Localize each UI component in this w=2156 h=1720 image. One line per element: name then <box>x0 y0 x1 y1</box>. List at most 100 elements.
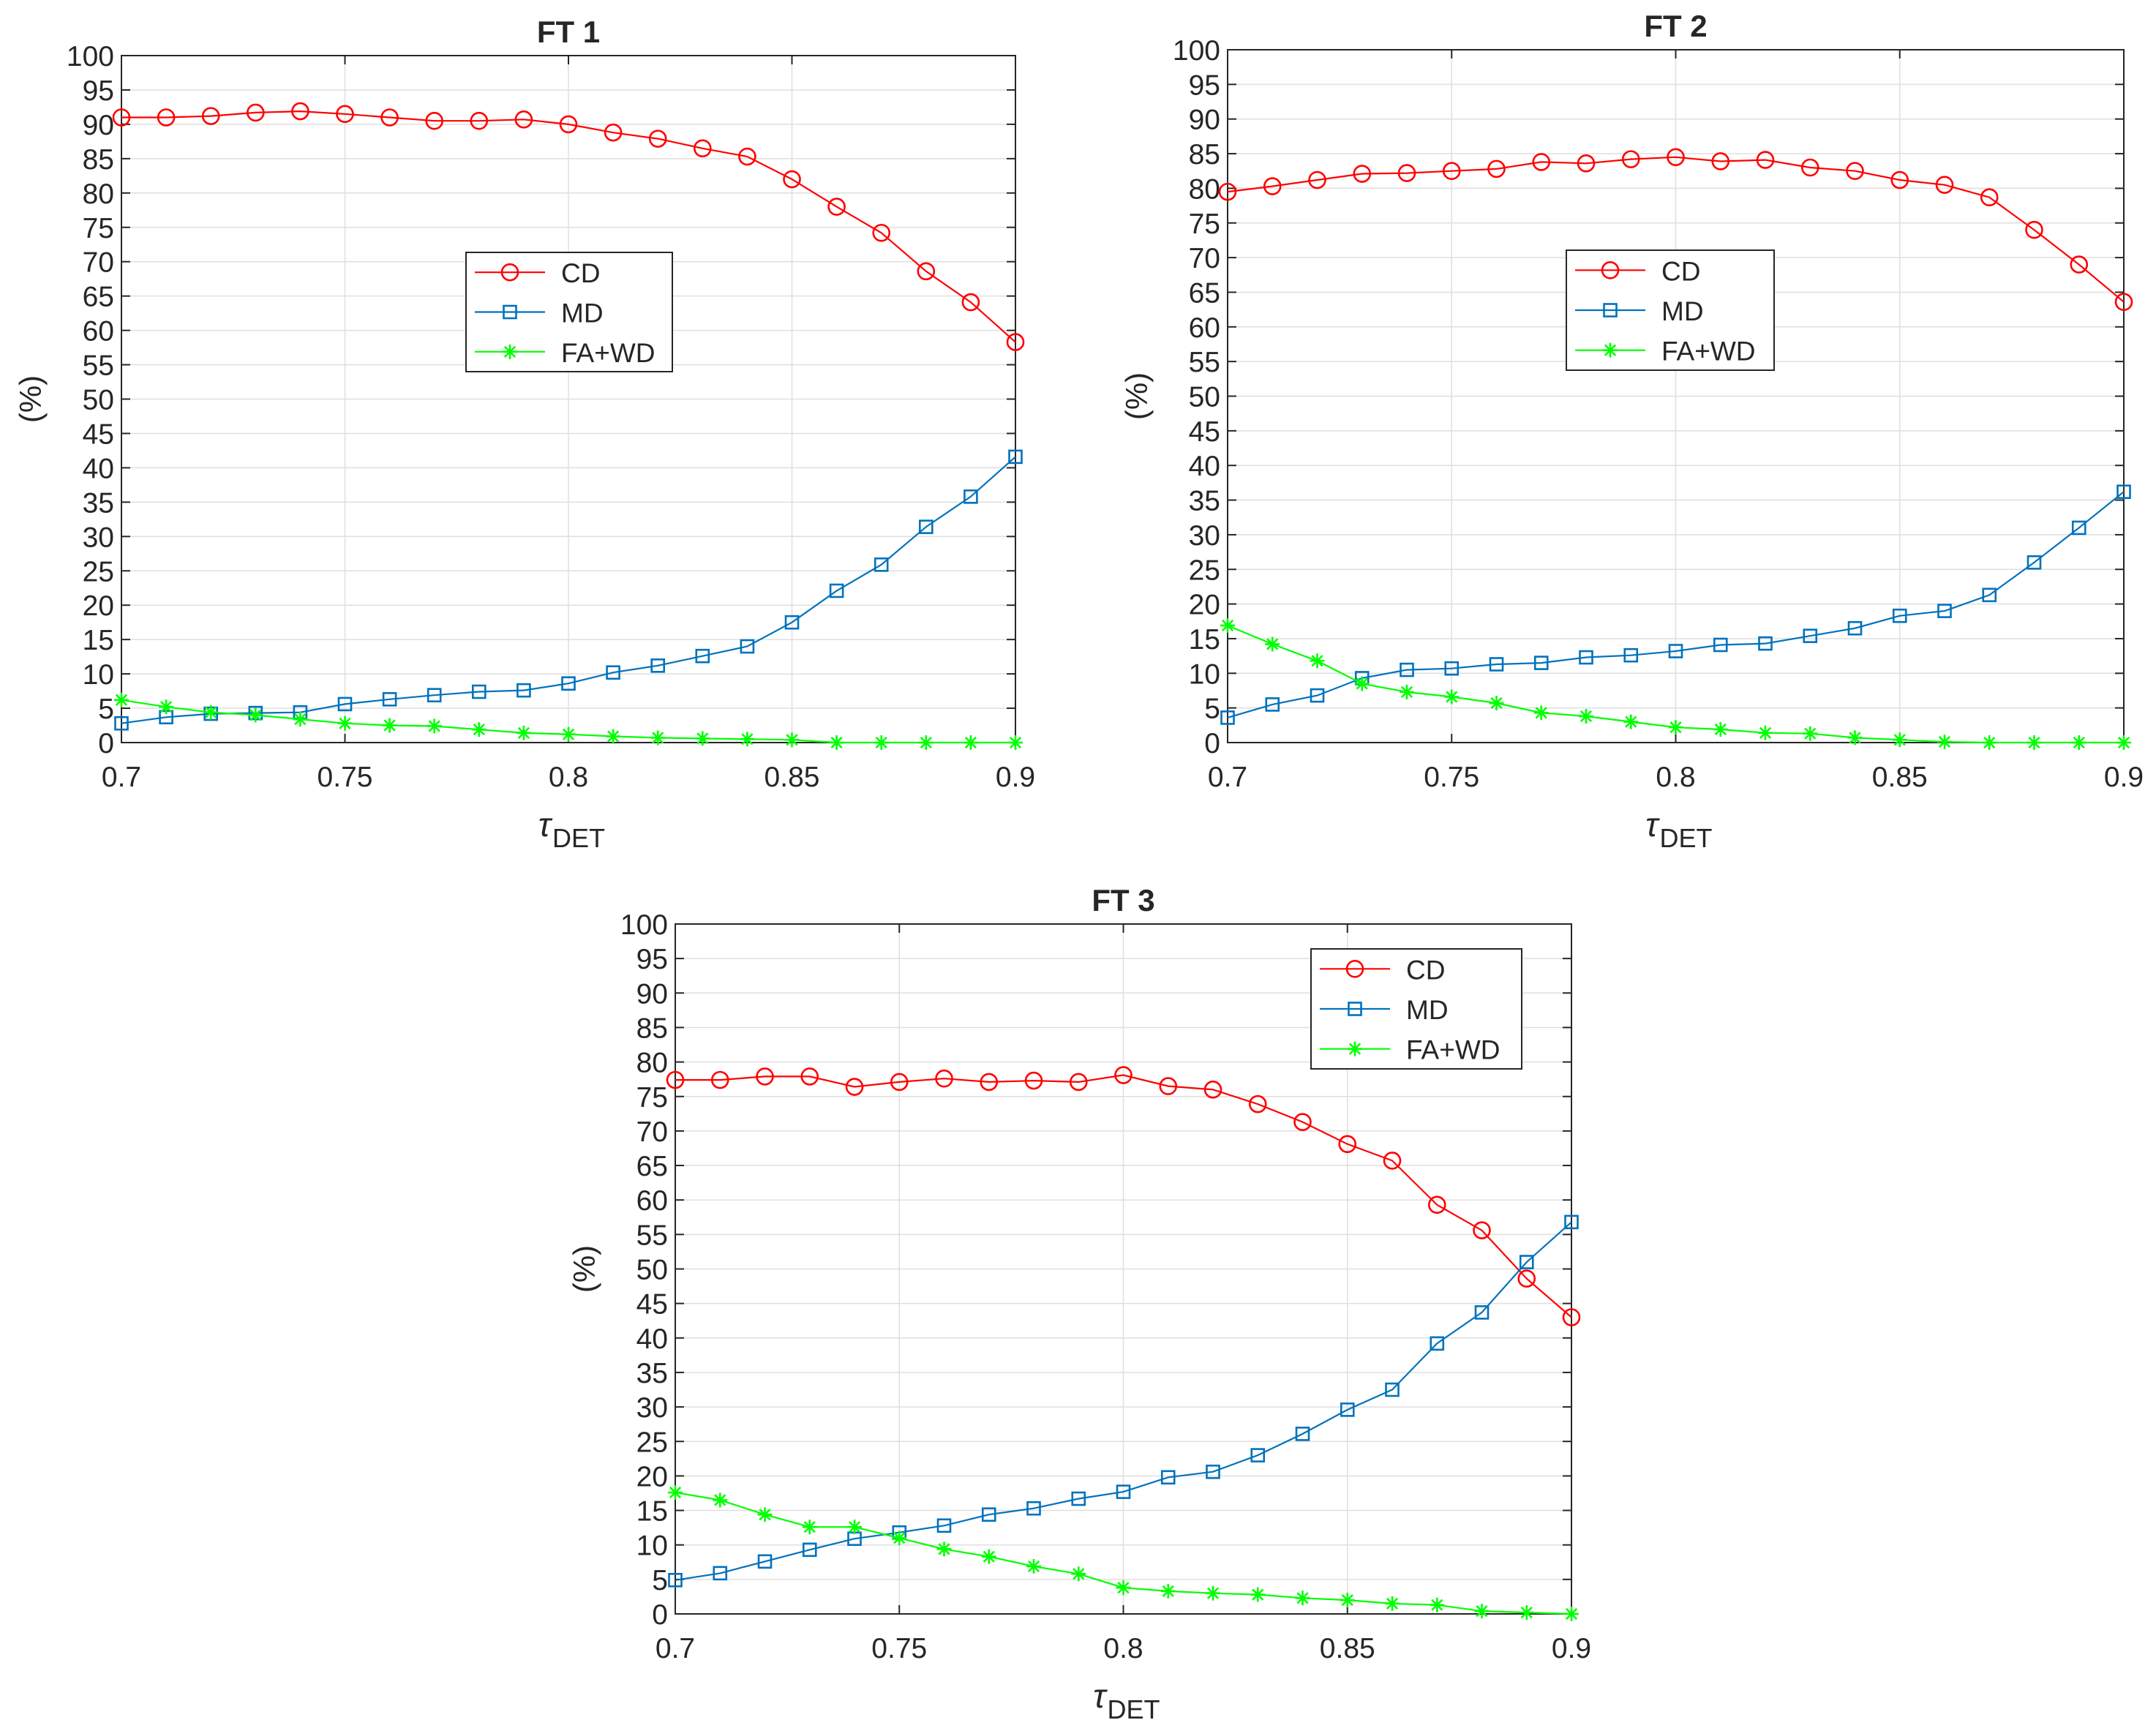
data-point <box>1024 1071 1043 1090</box>
legend-entry: CD <box>1320 955 1445 985</box>
data-point <box>710 1070 729 1089</box>
data-point <box>1159 1077 1178 1095</box>
y-tick-label: 20 <box>1189 590 1220 621</box>
y-tick-label: 65 <box>1189 277 1220 309</box>
data-point <box>919 519 934 534</box>
data-point <box>1758 636 1773 651</box>
data-point <box>1444 689 1460 705</box>
data-point <box>157 108 176 127</box>
data-point <box>2025 220 2043 239</box>
legend-entry: MD <box>1575 296 1704 326</box>
y-tick-label: 15 <box>636 1496 668 1528</box>
data-point <box>784 732 800 748</box>
data-point <box>1533 656 1549 670</box>
series-line <box>675 1221 1572 1581</box>
x-tick-label: 0.7 <box>1208 762 1247 793</box>
data-point <box>1218 182 1237 201</box>
x-axis-label: τ DET <box>1093 1677 1160 1720</box>
data-point <box>1713 637 1728 653</box>
data-point <box>874 735 889 750</box>
series-fa-wd <box>114 692 1023 750</box>
data-point <box>1847 620 1863 636</box>
data-point <box>1116 1484 1131 1499</box>
y-tick-label: 5 <box>1204 694 1220 725</box>
series-line <box>121 456 1016 724</box>
y-tick-label: 35 <box>1189 486 1220 517</box>
y-tick-label: 15 <box>83 625 114 656</box>
data-point <box>2070 255 2089 274</box>
legend-marker <box>1348 1041 1362 1056</box>
data-point <box>337 696 353 712</box>
series-cd <box>112 102 1025 351</box>
y-tick-label: 35 <box>636 1358 668 1389</box>
y-tick-label: 10 <box>636 1531 668 1562</box>
data-point <box>1982 587 1997 603</box>
data-point <box>802 1542 817 1558</box>
data-point <box>1008 449 1023 465</box>
data-point <box>1071 1566 1086 1582</box>
data-point <box>380 108 399 127</box>
data-point <box>1756 151 1775 169</box>
data-point <box>1564 1214 1579 1230</box>
series-line <box>1227 491 2125 718</box>
legend-label: FA+WD <box>1406 1035 1500 1065</box>
data-point <box>1803 628 1818 643</box>
legend: CD MD FA+WD <box>1310 948 1522 1070</box>
y-axis-label: (%) <box>567 1245 601 1293</box>
data-point <box>1474 1604 1490 1619</box>
data-point <box>1385 1596 1400 1611</box>
legend-label: CD <box>561 258 600 288</box>
series-fa-wd <box>668 1485 1579 1621</box>
y-tick-label: 60 <box>83 316 114 348</box>
data-point <box>845 1078 864 1096</box>
legend-label: CD <box>1661 256 1700 286</box>
series-line <box>121 110 1016 343</box>
series-group <box>1218 148 2133 750</box>
data-point <box>1623 714 1639 729</box>
chart-ft1: 0510152025303540455055606570758085909510… <box>13 15 1035 853</box>
data-point <box>892 1531 907 1546</box>
legend-marker <box>503 344 517 359</box>
data-point <box>1310 688 1325 703</box>
data-point <box>918 735 934 750</box>
legend: CD MD FA+WD <box>1566 249 1775 371</box>
data-point <box>1263 177 1282 195</box>
data-point <box>1160 1583 1176 1599</box>
data-point <box>2116 484 2131 499</box>
data-point <box>713 1492 728 1508</box>
data-point <box>981 1549 996 1564</box>
x-axis-label: τ DET <box>538 805 605 853</box>
x-tick-label: 0.75 <box>1424 762 1479 793</box>
series-line <box>675 1074 1572 1318</box>
y-tick-label: 5 <box>98 694 114 725</box>
x-axis-label-symbol: τ <box>538 805 553 844</box>
data-point <box>1430 1336 1445 1351</box>
data-point <box>1621 150 1640 168</box>
data-point <box>935 1069 953 1088</box>
y-tick-label: 5 <box>652 1565 668 1596</box>
data-point <box>246 103 265 122</box>
data-point <box>936 1541 952 1557</box>
x-tick-label: 0.7 <box>102 762 141 793</box>
x-axis-label-symbol: τ <box>1093 1677 1108 1715</box>
y-tick-label: 85 <box>636 1013 668 1044</box>
grid <box>121 55 1016 743</box>
data-point <box>668 1572 683 1588</box>
y-tick-label: 85 <box>83 144 114 176</box>
y-tick-label: 90 <box>636 978 668 1010</box>
data-point <box>800 1067 819 1086</box>
y-tick-label: 100 <box>1173 35 1220 67</box>
x-tick-label: 0.85 <box>765 762 820 793</box>
data-point <box>1517 1269 1536 1288</box>
data-point <box>650 658 666 673</box>
data-point <box>1937 604 1952 618</box>
legend-marker <box>1601 261 1620 279</box>
y-tick-label: 0 <box>1204 728 1220 759</box>
data-point <box>425 111 444 130</box>
data-point <box>2071 520 2086 536</box>
legend-marker <box>500 263 519 282</box>
data-point <box>829 735 844 750</box>
data-point <box>427 688 442 703</box>
